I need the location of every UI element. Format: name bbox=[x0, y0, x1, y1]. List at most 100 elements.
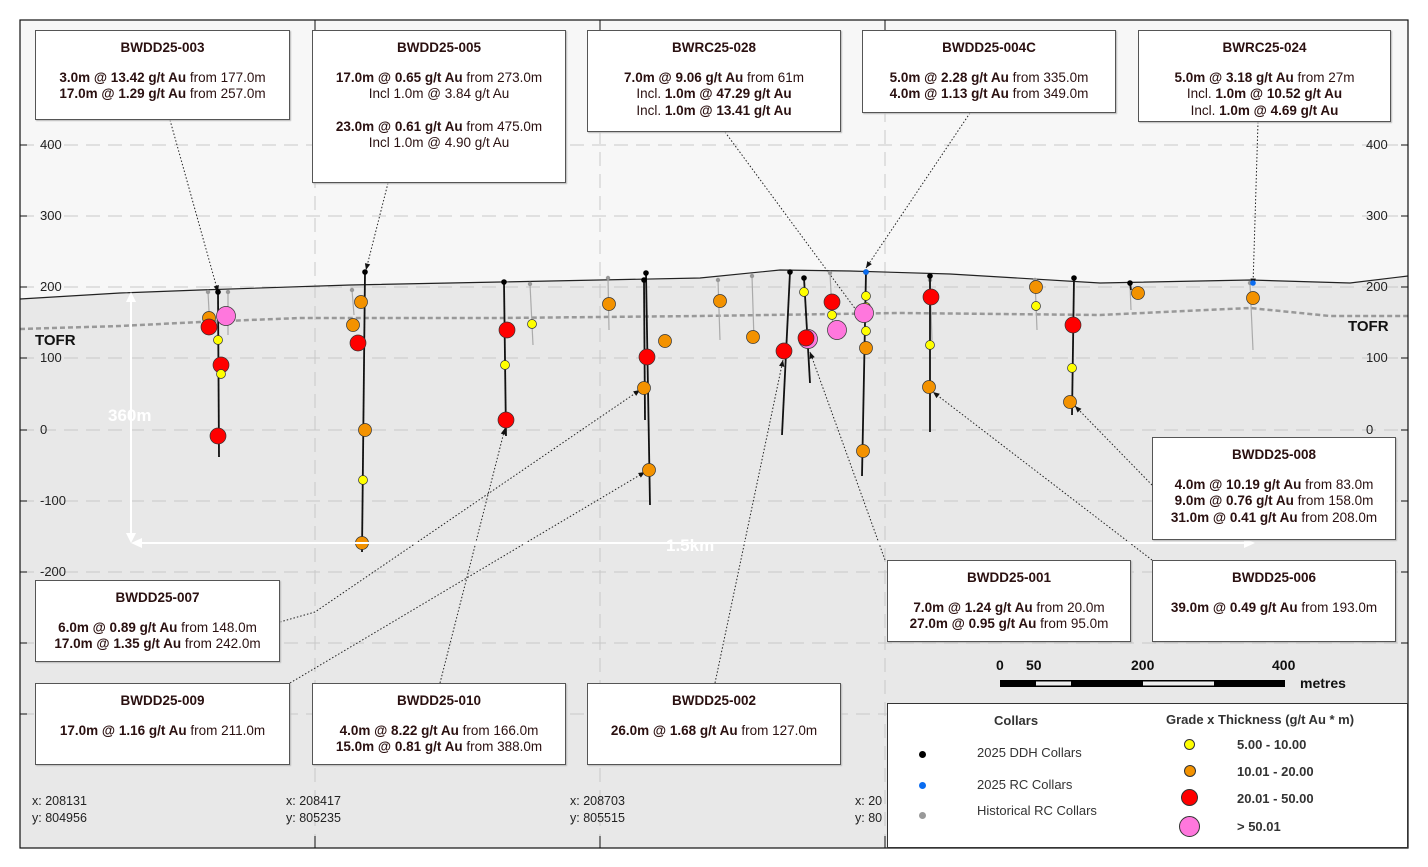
arrowhead-icon bbox=[126, 292, 136, 302]
grade-5-10-icon bbox=[1184, 739, 1195, 750]
intercept-text: from 27m bbox=[1293, 69, 1355, 85]
intercept-text: from 273.0m bbox=[462, 69, 543, 85]
grade-20-50-marker bbox=[349, 334, 367, 352]
grade-10-20-marker bbox=[346, 318, 360, 332]
intercept-line: 39.0m @ 0.49 g/t Au from 193.0m bbox=[1153, 600, 1395, 617]
intercept-line: Incl. 1.0m @ 4.69 g/t Au bbox=[1139, 103, 1390, 120]
grade-5-10-marker bbox=[861, 291, 871, 301]
hole-id: BWDD25-004C bbox=[942, 40, 1036, 55]
intercept-line: Incl 1.0m @ 4.90 g/t Au bbox=[313, 135, 565, 152]
coordinate-label-2: x: 208417 y: 805235 bbox=[286, 794, 341, 825]
intercept-text: 31.0m @ 0.41 g/t Au bbox=[1170, 509, 1298, 525]
ddh-collar bbox=[1071, 275, 1077, 281]
ddh-collar-icon bbox=[919, 751, 926, 758]
intercept-line: 17.0m @ 0.65 g/t Au from 273.0m bbox=[313, 70, 565, 87]
legend-collars-title: Collars bbox=[994, 713, 1039, 728]
elevation-label: 0 bbox=[40, 422, 48, 437]
grade-5-10-marker bbox=[358, 475, 368, 485]
elevation-label: 100 bbox=[1366, 350, 1388, 365]
arrowhead-icon bbox=[126, 533, 136, 543]
grade-5-10-marker bbox=[213, 335, 223, 345]
intercept-text: 17.0m @ 1.29 g/t Au bbox=[59, 86, 187, 101]
legend-historical-collars: Historical RC Collars bbox=[977, 803, 1097, 818]
ddh-collar bbox=[641, 277, 647, 283]
intercept-text: Incl 1.0m @ 3.84 g/t Au bbox=[368, 86, 510, 101]
scale-label-0: 0 bbox=[996, 657, 1004, 673]
ddh-collar bbox=[215, 289, 221, 295]
grade-10-20-marker bbox=[1029, 280, 1043, 294]
leader-line bbox=[289, 471, 646, 684]
ddh-drill-trace bbox=[503, 281, 507, 437]
elevation-label: 0 bbox=[1366, 422, 1374, 437]
scale-label-200: 200 bbox=[1131, 657, 1155, 673]
legend-rc-collars: 2025 RC Collars bbox=[977, 777, 1073, 792]
grade-20-50-marker bbox=[823, 293, 841, 311]
hole-id: BWRC25-024 bbox=[1222, 40, 1307, 55]
grade-10-20-marker bbox=[1063, 395, 1077, 409]
grade-20-50-marker bbox=[497, 411, 515, 429]
intercept-text: from 148.0m bbox=[177, 619, 257, 635]
intercept-text: from 335.0m bbox=[1008, 69, 1089, 85]
hole-id: BWDD25-007 bbox=[115, 590, 200, 605]
arrowhead-icon bbox=[779, 360, 785, 367]
intercept-text: 17.0m @ 1.35 g/t Au bbox=[54, 636, 182, 651]
historical-drill-trace bbox=[751, 275, 755, 341]
intercept-box-bwdd25-007: BWDD25-007 6.0m @ 0.89 g/t Au from 148.0m… bbox=[35, 580, 280, 662]
topography-line bbox=[19, 269, 1409, 300]
grade-20-50-marker bbox=[209, 427, 227, 445]
elevation-label: 300 bbox=[40, 208, 62, 223]
ddh-collar bbox=[501, 279, 507, 285]
historical-collar bbox=[225, 289, 231, 295]
legend-ddh-collars: 2025 DDH Collars bbox=[977, 745, 1082, 760]
tofr-label-left: TOFR bbox=[35, 332, 76, 349]
intercept-text: 5.0m @ 3.18 g/t Au bbox=[1174, 69, 1294, 85]
ddh-collar bbox=[643, 270, 649, 276]
ddh-collar bbox=[927, 273, 933, 279]
hole-id: BWRC25-028 bbox=[671, 40, 757, 55]
scale-unit: metres bbox=[1300, 675, 1346, 691]
grade-5-10-marker bbox=[500, 360, 510, 370]
intercept-line: 4.0m @ 1.13 g/t Au from 349.0m bbox=[863, 86, 1115, 103]
rc-collar bbox=[1250, 280, 1256, 286]
intercept-text: from 388.0m bbox=[462, 739, 543, 754]
intercept-text: 5.0m @ 2.28 g/t Au bbox=[889, 69, 1009, 85]
intercept-text: 6.0m @ 0.89 g/t Au bbox=[58, 619, 178, 635]
horizontal-scale-label: 1.5km bbox=[666, 536, 715, 555]
intercept-text: 17.0m @ 0.65 g/t Au bbox=[335, 69, 463, 85]
historical-collar bbox=[205, 289, 211, 295]
grade-5-10-marker bbox=[799, 287, 809, 297]
legend-grade-20-50: 20.01 - 50.00 bbox=[1237, 791, 1314, 806]
intercept-text: 1.0m @ 4.69 g/t Au bbox=[1219, 102, 1339, 118]
historical-collar bbox=[827, 270, 833, 276]
historical-collar bbox=[605, 275, 611, 281]
historical-collar bbox=[749, 273, 755, 279]
arrowhead-icon bbox=[131, 538, 142, 548]
coordinate-label-4: x: 20 y: 80 bbox=[855, 794, 883, 825]
grade-10-20-marker bbox=[746, 330, 760, 344]
leader-line bbox=[714, 359, 784, 684]
intercept-box-bwdd25-001: BWDD25-001 7.0m @ 1.24 g/t Au from 20.0m 2… bbox=[887, 560, 1131, 642]
intercept-text: 4.0m @ 8.22 g/t Au bbox=[339, 722, 459, 738]
intercept-box-bwrc25-024: BWRC25-024 5.0m @ 3.18 g/t Au from 27m Inc… bbox=[1138, 30, 1391, 122]
historical-collar-icon bbox=[919, 812, 926, 819]
intercept-text: 1.0m @ 13.41 g/t Au bbox=[664, 102, 792, 118]
intercept-line: Incl 1.0m @ 3.84 g/t Au bbox=[313, 86, 565, 103]
grade-10-20-marker bbox=[713, 294, 727, 308]
intercept-text: 3.0m @ 13.42 g/t Au bbox=[59, 69, 187, 85]
grade-5-10-marker bbox=[1067, 363, 1077, 373]
intercept-text: from 166.0m bbox=[458, 722, 539, 738]
legend: Collars 2025 DDH Collars 2025 RC Collars… bbox=[887, 703, 1408, 848]
leader-line bbox=[279, 389, 641, 623]
intercept-line: 17.0m @ 1.35 g/t Au from 242.0m bbox=[36, 636, 279, 653]
grade-over-50-icon bbox=[1179, 816, 1200, 837]
grade-10-20-icon bbox=[1184, 765, 1196, 777]
intercept-text: 23.0m @ 0.61 g/t Au bbox=[335, 118, 463, 134]
coordinate-label-1: x: 208131 y: 804956 bbox=[32, 794, 87, 825]
intercept-line: 17.0m @ 1.29 g/t Au from 257.0m bbox=[36, 86, 289, 103]
tofr-label-right: TOFR bbox=[1348, 318, 1389, 335]
intercept-line: 9.0m @ 0.76 g/t Au from 158.0m bbox=[1153, 493, 1395, 510]
intercept-box-bwdd25-009: BWDD25-009 17.0m @ 1.16 g/t Au from 211.0… bbox=[35, 683, 290, 765]
ddh-collar bbox=[787, 269, 793, 275]
grade-10-20-marker bbox=[354, 295, 368, 309]
ddh-drill-trace bbox=[361, 271, 366, 553]
